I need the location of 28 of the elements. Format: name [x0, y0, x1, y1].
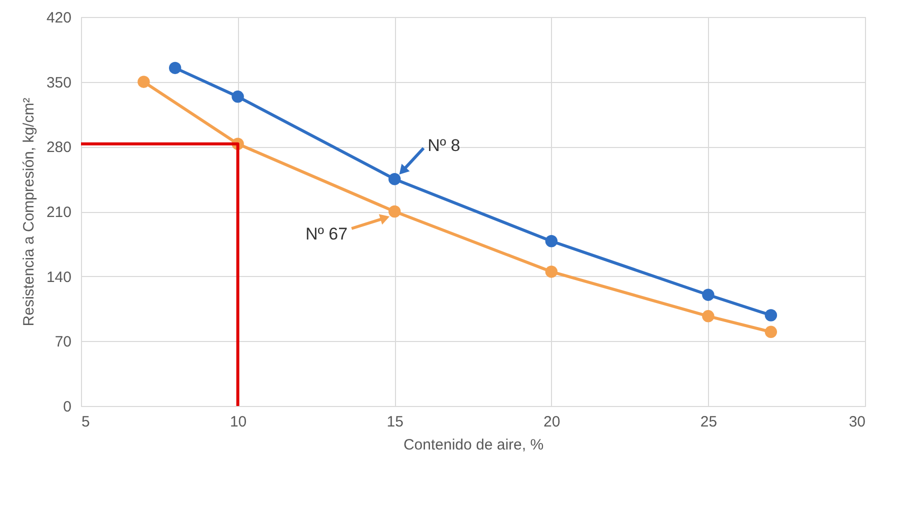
- point: [388, 172, 401, 186]
- point: [138, 76, 150, 88]
- y-tick-label: 70: [54, 334, 72, 351]
- point: [702, 310, 714, 322]
- y-tick-label: 140: [46, 268, 72, 286]
- annotation: Nº 8: [428, 136, 460, 156]
- annotation: Nº 67: [305, 224, 348, 244]
- y-tick-label: 350: [46, 74, 72, 92]
- x-tick-label: 10: [230, 414, 247, 430]
- point: [702, 288, 714, 301]
- y-tick-label: 0: [63, 398, 72, 416]
- point: [764, 309, 778, 322]
- x-axis-title: Contenido de aire, %: [403, 436, 544, 454]
- point: [168, 62, 182, 74]
- y-axis-title: Resistencia a Compresión, kg/cm²: [20, 98, 38, 326]
- x-tick-label: 5: [82, 414, 90, 430]
- point: [232, 90, 244, 103]
- x-tick-label: 15: [386, 414, 404, 430]
- point: [545, 235, 558, 248]
- y-tick-label: 280: [46, 139, 72, 156]
- x-tick-label: 25: [700, 414, 718, 430]
- point: [388, 205, 401, 218]
- x-tick-label: 20: [544, 414, 560, 430]
- x-tick-label: 30: [848, 414, 866, 430]
- point: [764, 326, 778, 338]
- y-tick-label: 420: [46, 10, 72, 26]
- point: [545, 266, 558, 278]
- y-tick-label: 210: [46, 204, 72, 221]
